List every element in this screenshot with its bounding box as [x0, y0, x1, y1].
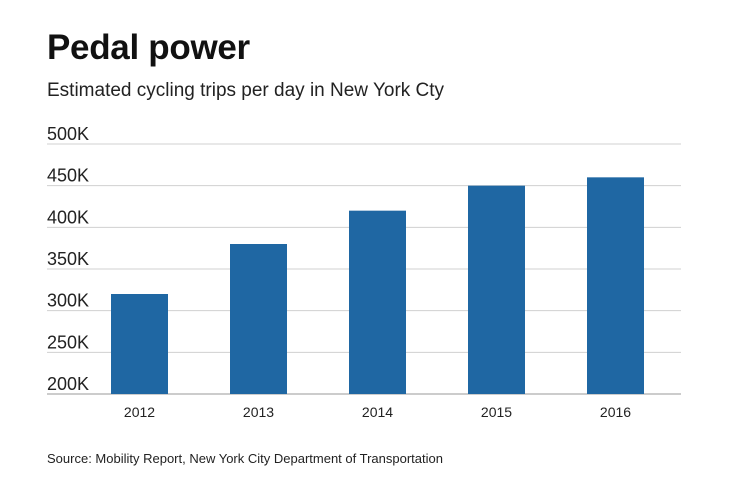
- x-tick-label: 2013: [243, 404, 274, 420]
- y-tick-label: 500K: [47, 124, 89, 144]
- x-axis-tick-labels: 2012 2013 2014 2015 2016: [124, 404, 631, 420]
- y-tick-label: 200K: [47, 374, 89, 394]
- chart-subtitle: Estimated cycling trips per day in New Y…: [47, 80, 445, 101]
- x-tick-label: 2012: [124, 404, 155, 420]
- y-tick-label: 450K: [47, 166, 89, 186]
- bar-2013: [230, 244, 287, 394]
- bar-2014: [349, 210, 406, 394]
- y-tick-label: 350K: [47, 249, 89, 269]
- y-tick-label: 250K: [47, 332, 89, 352]
- y-tick-label: 300K: [47, 291, 89, 311]
- chart-title: Pedal power: [47, 28, 250, 67]
- y-axis-tick-labels: 200K 250K 300K 350K 400K 450K 500K: [47, 124, 89, 394]
- bar-2015: [468, 185, 525, 394]
- bar-2012: [111, 294, 168, 394]
- bars: [111, 177, 644, 394]
- x-tick-label: 2014: [362, 404, 393, 420]
- x-tick-label: 2015: [481, 404, 512, 420]
- x-tick-label: 2016: [600, 404, 631, 420]
- y-tick-label: 400K: [47, 207, 89, 227]
- chart-source-note: Source: Mobility Report, New York City D…: [47, 451, 443, 466]
- bar-2016: [587, 177, 644, 394]
